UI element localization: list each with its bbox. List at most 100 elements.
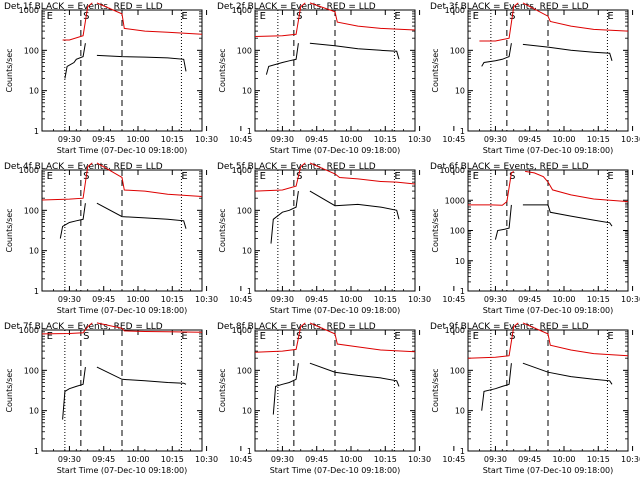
x-tick-label: 10:15 [587, 295, 610, 304]
series-lld-line [522, 322, 629, 357]
marker-e-start: E [260, 331, 266, 342]
marker-e-start: E [473, 171, 479, 182]
y-axis-label: Counts/sec [218, 368, 227, 412]
y-tick-label: 10 [29, 247, 39, 256]
detector-panel-7: Det 7f BLACK = Events, RED = LLD11010010… [4, 322, 252, 475]
x-tick-label: 10:45 [229, 455, 252, 464]
x-tick-label: 09:30 [271, 295, 294, 304]
x-tick-label: 10:00 [552, 295, 575, 304]
y-tick-label: 10 [242, 407, 252, 416]
y-axis-label: Counts/sec [5, 208, 14, 252]
x-tick-label: 10:30 [195, 295, 218, 304]
marker-e-end: E [394, 11, 400, 22]
y-tick-label: 1 [247, 447, 252, 456]
x-tick-label: 09:30 [58, 455, 81, 464]
x-tick-label: 10:30 [621, 295, 640, 304]
marker-s: S [509, 171, 515, 182]
marker-e-end: E [181, 171, 187, 182]
x-tick-label: 10:30 [195, 455, 218, 464]
x-tick-label: 10:45 [442, 295, 465, 304]
y-axis-label: Counts/sec [5, 48, 14, 92]
x-tick-label: 09:45 [92, 455, 115, 464]
y-axis-label: Counts/sec [431, 48, 440, 92]
x-tick-label: 10:00 [552, 135, 575, 144]
x-tick-label: 09:30 [271, 135, 294, 144]
marker-e-start: E [47, 11, 53, 22]
x-axis-label: Start Time (07-Dec-10 09:18:00) [270, 466, 401, 475]
series-events-line [96, 54, 187, 72]
marker-s: S [296, 331, 302, 342]
series-lld-line [96, 162, 203, 197]
panel-title: Det 2f BLACK = Events, RED = LLD [217, 2, 376, 12]
series-events-line [309, 190, 400, 220]
series-lld-line [62, 2, 93, 41]
y-tick-label: 1 [460, 287, 465, 296]
series-events-line [96, 202, 187, 229]
marker-e-end: E [181, 331, 187, 342]
series-lld-line [254, 2, 306, 37]
y-tick-label: 100 [24, 366, 39, 375]
x-tick-label: 10:30 [621, 455, 640, 464]
x-axis-label: Start Time (07-Dec-10 09:18:00) [270, 146, 401, 155]
y-tick-label: 1 [34, 127, 39, 136]
y-tick-label: 1000 [232, 166, 252, 175]
detector-panel-4: Det 4f BLACK = Events, RED = LLD11010010… [4, 162, 252, 315]
series-events-line [265, 43, 299, 75]
y-tick-label: 10 [455, 257, 465, 266]
x-tick-label: 10:00 [126, 135, 149, 144]
y-tick-label: 10 [29, 407, 39, 416]
x-tick-label: 10:15 [161, 295, 184, 304]
x-tick-label: 09:30 [484, 135, 507, 144]
x-tick-label: 10:45 [229, 135, 252, 144]
x-tick-label: 09:45 [518, 135, 541, 144]
panel-title: Det 5f BLACK = Events, RED = LLD [217, 162, 376, 172]
marker-e-start: E [473, 331, 479, 342]
marker-e-end: E [394, 171, 400, 182]
marker-e-end: E [607, 331, 613, 342]
x-tick-label: 10:30 [621, 135, 640, 144]
x-tick-label: 10:00 [339, 135, 362, 144]
x-tick-label: 10:30 [195, 135, 218, 144]
x-axis-label: Start Time (07-Dec-10 09:18:00) [483, 466, 614, 475]
series-lld-line [41, 162, 93, 201]
y-tick-label: 100 [450, 46, 465, 55]
y-axis-label: Counts/sec [218, 208, 227, 252]
x-tick-label: 10:15 [587, 135, 610, 144]
y-tick-label: 1000 [19, 6, 39, 15]
y-tick-label: 10 [455, 407, 465, 416]
x-tick-label: 09:45 [518, 455, 541, 464]
x-tick-label: 10:15 [374, 295, 397, 304]
series-lld-line [254, 322, 306, 353]
x-axis-label: Start Time (07-Dec-10 09:18:00) [57, 306, 188, 315]
y-tick-label: 100 [450, 227, 465, 236]
y-tick-label: 10 [455, 87, 465, 96]
x-tick-label: 10:45 [229, 295, 252, 304]
x-axis-label: Start Time (07-Dec-10 09:18:00) [57, 466, 188, 475]
detector-panel-2: Det 2f BLACK = Events, RED = LLD11010010… [217, 2, 465, 155]
y-tick-label: 100 [237, 366, 252, 375]
panel-title: Det 3f BLACK = Events, RED = LLD [430, 2, 589, 12]
series-events-line [62, 367, 86, 420]
x-tick-label: 10:15 [587, 455, 610, 464]
x-tick-label: 09:30 [271, 455, 294, 464]
x-tick-label: 10:15 [374, 135, 397, 144]
marker-e-end: E [394, 331, 400, 342]
series-lld-line [525, 170, 629, 203]
marker-e-start: E [47, 331, 53, 342]
x-axis-label: Start Time (07-Dec-10 09:18:00) [270, 306, 401, 315]
detector-panel-9: Det 9f BLACK = Events, RED = LLD 1 10 100 10… [430, 322, 640, 475]
series-events-line [494, 204, 512, 240]
marker-e-end: E [607, 171, 613, 182]
y-tick-label: 100 [450, 366, 465, 375]
series-events-line [272, 363, 299, 415]
y-tick-label: 1000 [232, 6, 252, 15]
series-lld-line [309, 322, 416, 353]
series-lld-line [96, 2, 203, 35]
series-lld-line [522, 2, 629, 32]
series-lld-line [41, 322, 93, 335]
series-events-line [522, 362, 613, 385]
detector-panel-8: Det 8f BLACK = Events, RED = LLD11010010… [217, 322, 465, 475]
x-tick-label: 10:00 [126, 295, 149, 304]
series-lld-line [96, 322, 203, 333]
